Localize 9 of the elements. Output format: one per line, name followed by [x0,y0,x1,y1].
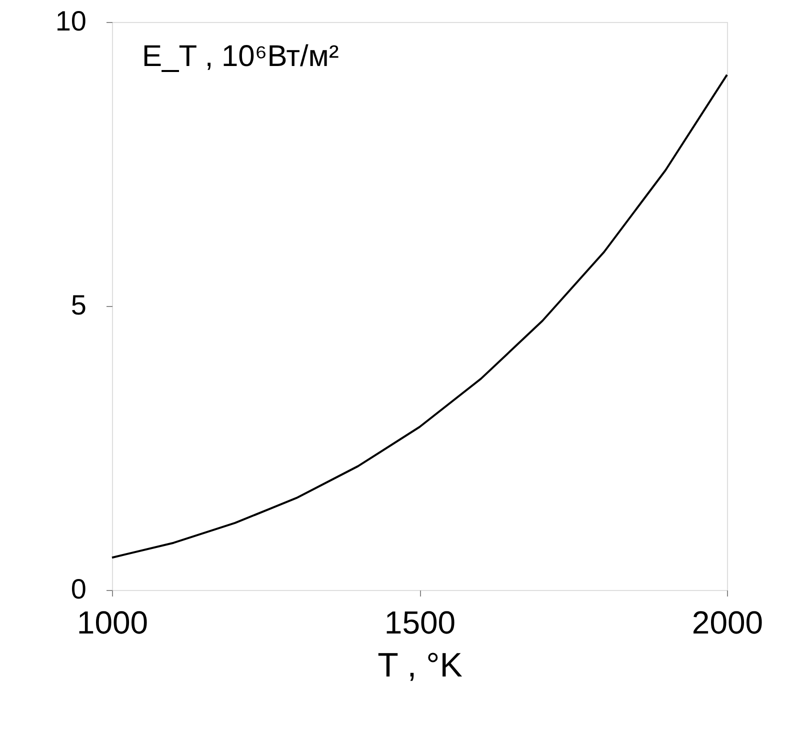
x-axis-title: T , °K [378,646,463,684]
x-tick-label: 2000 [692,604,764,640]
x-tick-label: 1000 [76,604,148,640]
y-tick-label: 5 [70,290,86,320]
y-axis-title: E_T , 10⁶Вт/м² [142,40,339,73]
x-tick-label: 1500 [384,604,456,640]
y-tick-label: 0 [70,574,86,604]
line-series [111,74,728,559]
y-tick-label: 10 [55,6,86,36]
